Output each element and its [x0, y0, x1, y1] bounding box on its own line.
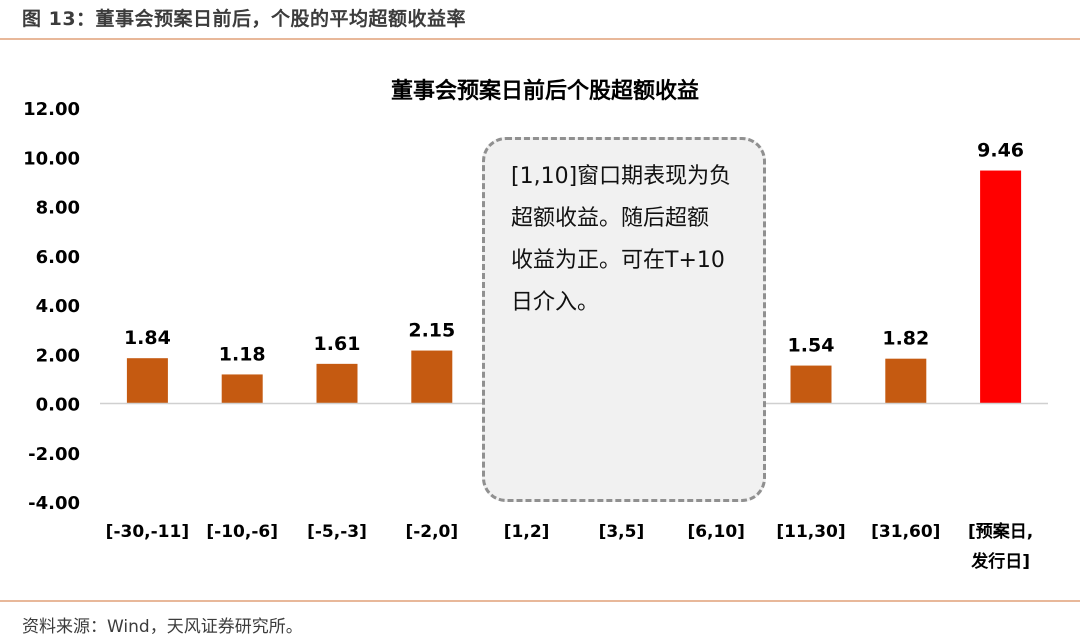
chart-title: 董事会预案日前后个股超额收益: [391, 78, 699, 104]
bar: [980, 170, 1022, 404]
source-note: 资料来源：Wind，天风证券研究所。: [22, 617, 303, 637]
y-tick-label: 8.00: [36, 198, 80, 219]
top-rule: [0, 38, 1080, 40]
x-tick-label: [-10,-6]: [206, 522, 278, 542]
bar: [885, 358, 927, 404]
y-tick-label: 6.00: [36, 247, 80, 268]
x-tick-label: [-2,0]: [405, 522, 458, 542]
bar: [316, 363, 358, 404]
bottom-rule: [0, 600, 1080, 602]
figure-caption: 图 13：董事会预案日前后，个股的平均超额收益率: [22, 8, 467, 30]
bar: [221, 374, 263, 404]
y-tick-label: -2.00: [28, 444, 80, 465]
x-axis: [-30,-11] [-10,-6] [-5,-3] [-2,0] [1,2] [3,5]…: [106, 521, 1034, 572]
x-tick-label: [1,2]: [504, 522, 550, 542]
y-tick-label: 0.00: [36, 395, 80, 416]
annotation-line: 收益为正。可在T+10: [511, 248, 725, 273]
x-tick-label: [-30,-11]: [106, 522, 189, 542]
data-label: 2.15: [408, 320, 455, 342]
y-tick-label: 2.00: [36, 345, 80, 366]
data-label: 9.46: [977, 140, 1024, 162]
data-label: 1.18: [219, 343, 266, 365]
y-tick-label: 10.00: [23, 148, 80, 169]
y-tick-label: 12.00: [23, 99, 80, 120]
annotation-line: [1,10]窗口期表现为负: [511, 164, 732, 189]
x-tick-label: [11,30]: [776, 522, 845, 542]
x-tick-label: [-5,-3]: [307, 522, 367, 542]
x-tick-label: [预案日,发行日]: [968, 521, 1033, 572]
bar: [126, 358, 168, 404]
y-tick-label: -4.00: [28, 493, 80, 514]
annotation-line: 超额收益。随后超额: [511, 206, 710, 231]
annotation-line: 日介入。: [511, 290, 600, 315]
x-tick-label: [31,60]: [871, 522, 940, 542]
data-label: 1.61: [314, 333, 361, 355]
data-label: 1.54: [788, 335, 835, 357]
annotation-box: [1,10]窗口期表现为负 超额收益。随后超额 收益为正。可在T+10 日介入。: [482, 137, 766, 502]
bar: [411, 350, 453, 404]
data-label: 1.84: [124, 327, 171, 349]
y-axis: 12.00 10.00 8.00 6.00 4.00 2.00 0.00 -2.00 -4.00: [23, 99, 80, 514]
data-label: 1.82: [882, 328, 929, 350]
x-tick-label: [6,10]: [687, 522, 744, 542]
bar: [790, 365, 832, 404]
x-tick-label: [3,5]: [599, 522, 645, 542]
y-tick-label: 4.00: [36, 296, 80, 317]
